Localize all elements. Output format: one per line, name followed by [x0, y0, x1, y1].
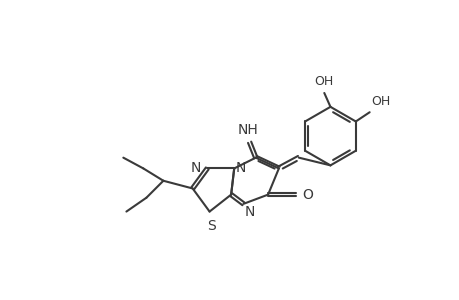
Text: S: S — [206, 219, 215, 233]
Text: NH: NH — [237, 123, 258, 137]
Text: N: N — [190, 161, 201, 175]
Text: N: N — [235, 161, 246, 175]
Text: O: O — [301, 188, 312, 202]
Text: OH: OH — [370, 94, 390, 108]
Text: OH: OH — [314, 75, 333, 88]
Text: N: N — [245, 206, 255, 219]
